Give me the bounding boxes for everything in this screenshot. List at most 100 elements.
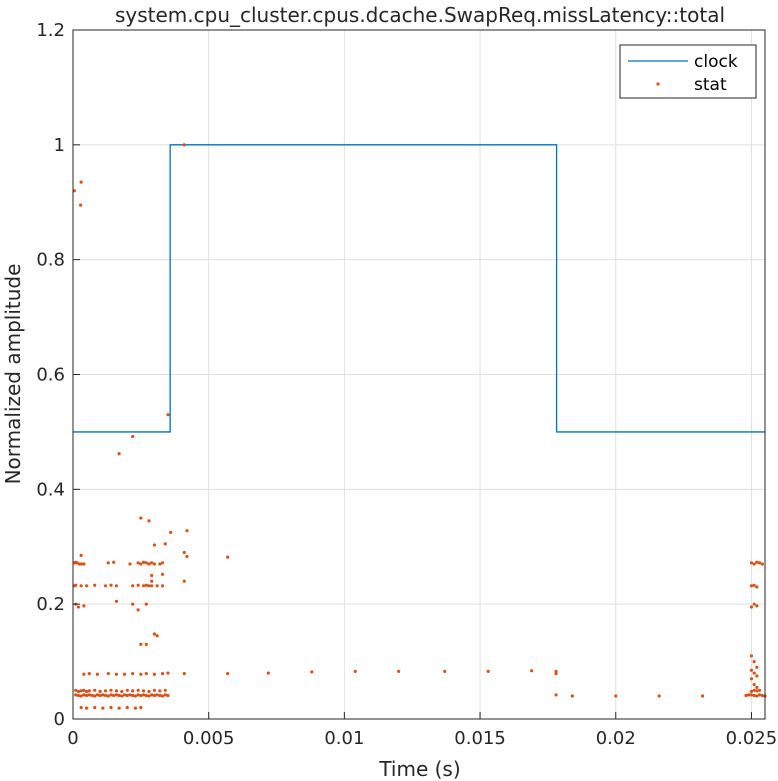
y-tick-label: 0.4 (36, 479, 65, 500)
stat-point (112, 693, 116, 698)
stat-point (749, 561, 754, 565)
stat-point (226, 555, 230, 559)
y-tick-label: 0.2 (36, 594, 65, 615)
stat-point (166, 413, 170, 417)
stat-point (133, 694, 138, 698)
stat-point (144, 693, 148, 698)
stat-point (106, 561, 110, 565)
stat-point (150, 579, 154, 583)
stat-point (114, 599, 119, 603)
stat-point (128, 562, 132, 566)
stat-point (133, 706, 138, 710)
y-axis-label: Normalized amplitude (1, 264, 25, 485)
stat-point (109, 693, 113, 697)
stat-point (353, 669, 357, 673)
stat-point (158, 693, 162, 698)
stat-point (74, 688, 78, 692)
stat-point (749, 668, 754, 672)
stat-point (114, 584, 119, 588)
stat-point (79, 180, 83, 184)
stat-point (614, 694, 618, 698)
stat-point (125, 688, 129, 692)
stat-point (136, 583, 140, 587)
stat-point (112, 560, 116, 564)
stat-point (755, 685, 759, 690)
stat-point (160, 672, 165, 676)
stat-point (152, 543, 157, 547)
stat-point (160, 572, 165, 576)
stat-point (136, 608, 140, 612)
stat-point (103, 693, 108, 698)
stat-point (486, 669, 490, 673)
stat-point (185, 554, 189, 559)
stat-point (752, 693, 756, 698)
stat-point (657, 694, 661, 698)
stat-point (530, 669, 534, 673)
stat-point (160, 694, 165, 698)
stat-point (155, 693, 159, 697)
legend-stat-marker (656, 82, 660, 86)
stat-point (101, 693, 105, 697)
stat-point (109, 583, 113, 587)
stat-point (182, 579, 186, 583)
stat-point (90, 693, 94, 698)
stat-point (128, 693, 132, 697)
stat-point (144, 561, 148, 565)
x-tick-label: 0.025 (726, 728, 778, 749)
stat-point (131, 434, 135, 439)
stat-point (147, 562, 151, 566)
stat-point (72, 189, 76, 193)
stat-point (139, 693, 143, 698)
stat-point (144, 642, 148, 646)
stat-point (95, 672, 100, 676)
stat-point (117, 693, 121, 698)
stat-point (120, 689, 124, 694)
legend-clock-label: clock (694, 52, 738, 72)
stat-point (147, 519, 151, 523)
stat-point (152, 688, 157, 692)
y-tick-label: 0.6 (36, 365, 65, 386)
stat-point (752, 562, 756, 566)
stat-point (752, 602, 756, 606)
stat-point (95, 693, 100, 697)
stat-point (182, 550, 186, 555)
stat-point (109, 705, 113, 710)
stat-point (93, 688, 97, 692)
stat-point (84, 689, 89, 694)
stat-point (744, 693, 748, 698)
stat-point (79, 562, 83, 566)
stat-point (554, 672, 558, 676)
stat-point (141, 584, 146, 588)
stat-point (749, 584, 754, 588)
stat-point (117, 452, 121, 456)
stat-point (169, 530, 173, 535)
x-axis: 0 0.005 0.01 0.015 0.02 0.025 (67, 712, 777, 749)
stat-point (755, 674, 759, 678)
series-stat (72, 143, 767, 710)
stat-point (752, 583, 756, 587)
stat-point (98, 689, 102, 694)
stat-point (125, 705, 129, 710)
stat-point (700, 694, 705, 698)
stat-point (122, 672, 127, 676)
stat-point (144, 672, 148, 676)
stat-point (749, 654, 754, 658)
stat-point (150, 561, 154, 565)
stat-point (757, 693, 762, 697)
y-tick-label: 1 (54, 135, 65, 156)
stat-point (752, 671, 756, 675)
stat-point (131, 689, 135, 693)
stat-point (749, 605, 754, 609)
stat-point (155, 584, 159, 588)
x-axis-label: Time (s) (378, 757, 460, 781)
stat-point (76, 605, 81, 609)
stat-point (101, 706, 105, 710)
stat-point (136, 688, 140, 692)
stat-point (755, 585, 759, 589)
stat-point (752, 659, 756, 664)
y-tick-label: 0.8 (36, 250, 65, 271)
stat-point (554, 669, 558, 673)
clock-line (73, 144, 765, 433)
stat-point (139, 642, 143, 646)
